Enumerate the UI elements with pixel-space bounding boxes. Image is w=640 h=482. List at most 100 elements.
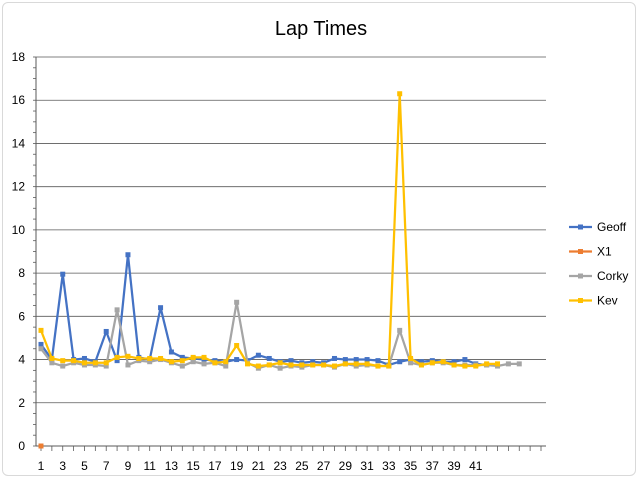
data-point-kev <box>299 362 305 368</box>
data-point-kev <box>484 361 490 367</box>
data-point-geoff <box>353 357 359 363</box>
data-point-corky <box>147 359 153 365</box>
data-point-geoff <box>266 355 272 361</box>
x-tick-label-41: 41 <box>469 459 483 473</box>
data-point-corky <box>179 363 185 369</box>
data-point-corky <box>49 360 55 366</box>
data-point-corky <box>60 363 66 369</box>
x-tick-label-7: 7 <box>103 459 110 473</box>
x-tick-label-13: 13 <box>165 459 179 473</box>
data-point-corky <box>125 362 131 368</box>
x-tick-label-27: 27 <box>317 459 331 473</box>
data-point-kev <box>364 361 370 367</box>
data-point-kev <box>397 91 403 97</box>
data-point-x1 <box>38 443 44 449</box>
data-point-geoff <box>60 271 66 277</box>
data-point-corky <box>201 361 207 367</box>
x-tick-label-37: 37 <box>426 459 440 473</box>
data-point-kev <box>81 360 87 366</box>
y-tick-label-6: 6 <box>18 309 25 323</box>
data-point-kev <box>60 358 66 364</box>
data-point-geoff <box>342 357 348 363</box>
x-tick-label-1: 1 <box>38 459 45 473</box>
data-point-geoff <box>462 357 468 363</box>
data-point-kev <box>168 359 174 365</box>
data-point-kev <box>38 327 44 333</box>
x-tick-label-5: 5 <box>81 459 88 473</box>
y-tick-label-16: 16 <box>12 93 26 107</box>
data-point-kev <box>125 353 131 359</box>
data-point-geoff <box>168 349 174 355</box>
legend-marker-kev <box>578 298 583 303</box>
series-line-geoff <box>40 253 487 367</box>
legend-label-x1: X1 <box>597 245 612 259</box>
data-point-kev <box>331 363 337 369</box>
data-point-kev <box>440 359 446 365</box>
data-point-corky <box>38 346 44 352</box>
data-point-kev <box>288 362 294 368</box>
data-point-geoff <box>103 328 109 334</box>
legend-marker-x1 <box>578 249 583 254</box>
data-point-corky <box>516 361 522 367</box>
data-point-corky <box>408 360 414 366</box>
x-tick-label-33: 33 <box>382 459 396 473</box>
data-point-geoff <box>38 341 44 347</box>
data-point-corky <box>234 299 240 305</box>
y-tick-label-4: 4 <box>18 353 25 367</box>
data-point-kev <box>375 363 381 369</box>
data-point-kev <box>266 362 272 368</box>
data-point-geoff <box>234 357 240 363</box>
data-point-corky <box>277 365 283 371</box>
data-point-geoff <box>310 359 316 365</box>
data-point-geoff <box>158 305 164 311</box>
data-point-corky <box>103 363 109 369</box>
data-point-geoff <box>125 252 131 258</box>
data-point-kev <box>429 360 435 366</box>
x-tick-label-15: 15 <box>186 459 200 473</box>
data-point-corky <box>223 363 229 369</box>
chart-title: Lap Times <box>275 18 367 40</box>
data-point-kev <box>353 361 359 367</box>
legend-label-kev: Kev <box>597 294 618 308</box>
data-point-kev <box>49 355 55 361</box>
data-point-kev <box>495 361 501 367</box>
y-tick-label-0: 0 <box>18 439 25 453</box>
y-tick-label-18: 18 <box>12 50 26 64</box>
x-tick-label-19: 19 <box>230 459 244 473</box>
data-point-kev <box>408 355 414 361</box>
data-point-kev <box>245 361 251 367</box>
data-point-kev <box>277 360 283 366</box>
data-point-kev <box>147 355 153 361</box>
x-tick-label-25: 25 <box>295 459 309 473</box>
data-point-kev <box>92 360 98 366</box>
data-point-kev <box>451 362 457 368</box>
data-point-kev <box>158 355 164 361</box>
x-tick-label-39: 39 <box>447 459 461 473</box>
y-tick-label-8: 8 <box>18 266 25 280</box>
x-tick-label-29: 29 <box>339 459 353 473</box>
data-point-geoff <box>364 357 370 363</box>
data-point-corky <box>397 327 403 333</box>
data-point-geoff <box>81 355 87 361</box>
data-point-geoff <box>418 359 424 365</box>
data-point-kev <box>473 363 479 369</box>
x-tick-label-31: 31 <box>360 459 374 473</box>
x-tick-label-35: 35 <box>404 459 418 473</box>
data-point-corky <box>190 359 196 365</box>
data-point-geoff <box>397 359 403 365</box>
data-point-kev <box>462 363 468 369</box>
data-point-kev <box>418 362 424 368</box>
data-point-kev <box>223 359 229 365</box>
data-point-kev <box>179 358 185 364</box>
data-point-kev <box>190 354 196 360</box>
data-point-geoff <box>255 352 261 358</box>
data-point-kev <box>71 358 77 364</box>
y-tick-label-10: 10 <box>12 223 26 237</box>
legend-label-corky: Corky <box>597 269 628 283</box>
data-point-kev <box>386 363 392 369</box>
data-point-kev <box>255 363 261 369</box>
x-tick-label-23: 23 <box>273 459 287 473</box>
data-point-kev <box>342 361 348 367</box>
data-point-geoff <box>288 358 294 364</box>
